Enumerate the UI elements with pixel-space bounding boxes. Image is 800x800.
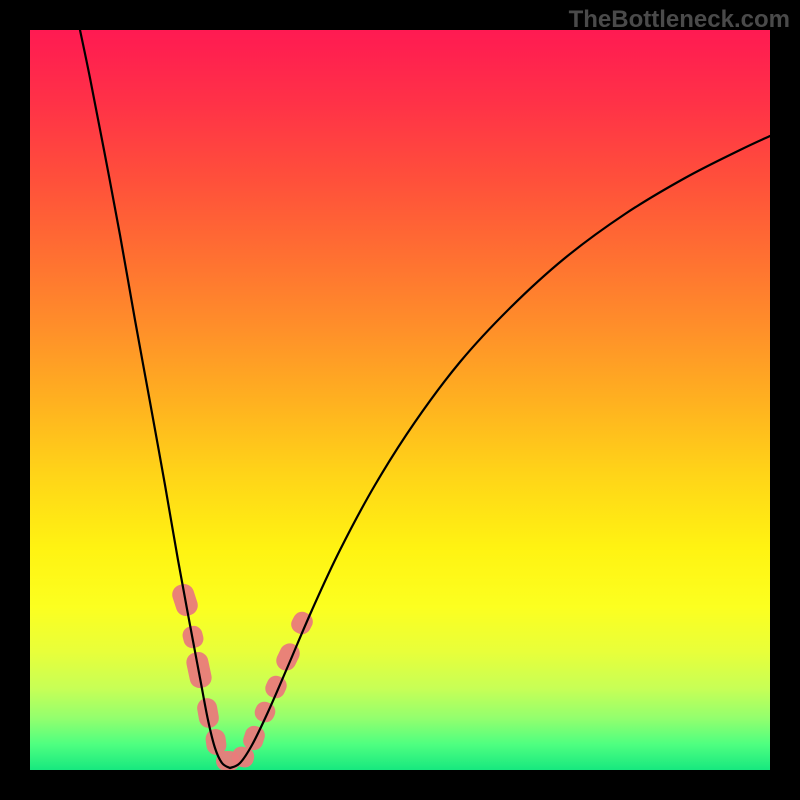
chart-frame: TheBottleneck.com — [0, 0, 800, 800]
curve-right-branch — [230, 136, 770, 768]
marker-cluster — [170, 581, 316, 770]
watermark-text: TheBottleneck.com — [569, 6, 790, 34]
plot-area — [30, 30, 770, 770]
curve-left-branch — [80, 30, 230, 768]
marker-point — [262, 673, 289, 701]
chart-svg — [30, 30, 770, 770]
marker-point — [273, 640, 303, 674]
